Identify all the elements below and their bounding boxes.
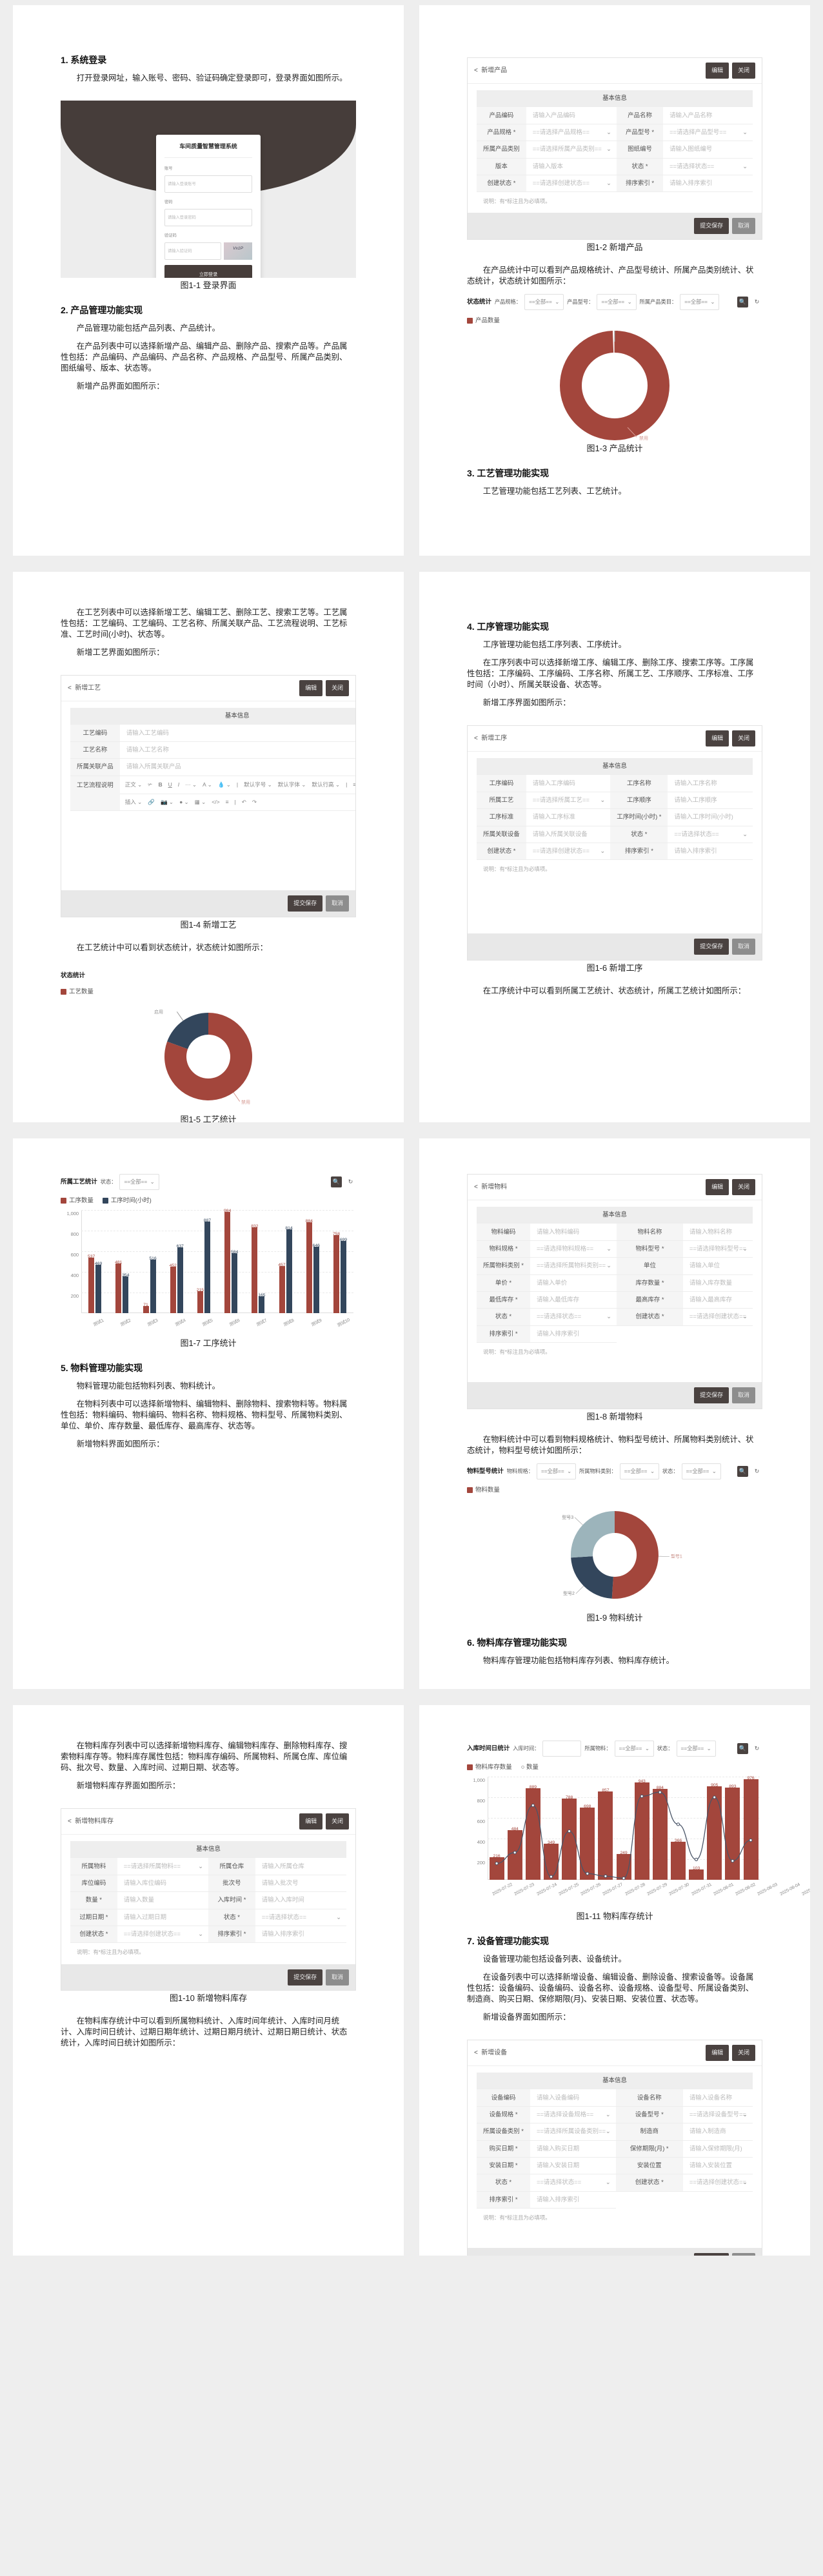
- svg-text:型号2: 型号2: [563, 1590, 575, 1596]
- svg-text:型号1: 型号1: [671, 1554, 682, 1559]
- svg-text:启用: 启用: [154, 1009, 163, 1015]
- svg-text:型号3: 型号3: [562, 1514, 573, 1520]
- svg-text:禁用: 禁用: [241, 1100, 250, 1105]
- svg-text:禁用: 禁用: [639, 436, 648, 441]
